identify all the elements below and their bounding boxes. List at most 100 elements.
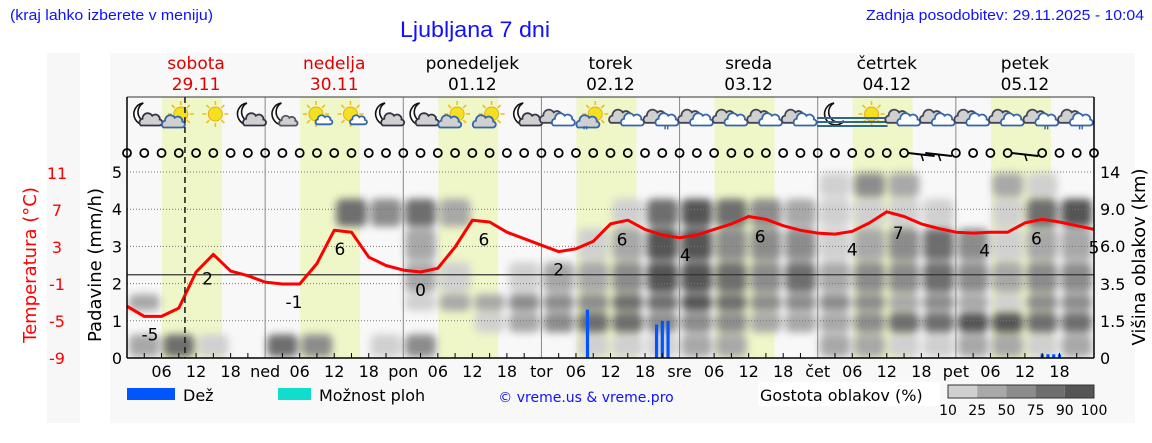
cloud-cell (923, 198, 954, 227)
cloud-cell (129, 294, 160, 311)
precipitation-bar (666, 320, 670, 358)
wind-barb-tick (937, 154, 942, 162)
x-day-label: sre (667, 362, 691, 381)
wind-calm-circle (381, 148, 391, 158)
cloud-cell (750, 312, 782, 333)
wind-calm-circle (864, 148, 875, 158)
temperature-tick: -9 (49, 349, 65, 368)
cloud-cell (405, 198, 436, 227)
temperature-tick: -1 (49, 275, 65, 294)
cloud-cell (474, 294, 505, 311)
copyright-link[interactable]: © vreme.us & vreme.pro (498, 390, 673, 406)
colorbar-cell (1006, 385, 1036, 398)
cloud-cell (716, 262, 747, 293)
colorbar-label: 25 (968, 403, 986, 419)
cloud-cell (854, 262, 885, 293)
wind-calm-circle (622, 148, 633, 158)
cloud-cell (508, 312, 540, 333)
cloud-cell (923, 262, 954, 293)
drizzle-mark: " (663, 124, 669, 138)
temperature-label: 6 (1031, 229, 1042, 249)
cloud-shape (349, 114, 368, 126)
wind-calm-circle (519, 148, 530, 158)
precipitation-axis-title: Padavine (mm/h) (85, 188, 106, 342)
wind-barb (925, 152, 952, 157)
x-day-label: ned (250, 362, 280, 381)
cloud-cell (923, 312, 954, 333)
temperature-label: -1 (285, 293, 302, 313)
wind-calm-circle (709, 148, 720, 158)
wind-calm-circle (312, 148, 322, 158)
x-tick-label: 18 (911, 362, 931, 381)
cloud-height-tick: 3.5 (1100, 275, 1125, 294)
day-name: sobota (167, 54, 225, 74)
cloud-cell (785, 262, 816, 293)
x-tick-label: 06 (980, 362, 1000, 381)
colorbar-label: 10 (939, 403, 957, 419)
wind-calm-circle (139, 148, 150, 158)
cloud-cell (612, 262, 644, 293)
cloud-cell (647, 198, 678, 227)
cloud-cell (785, 312, 816, 333)
x-day-label: tor (530, 362, 553, 381)
cloud-cell (577, 334, 609, 357)
x-tick-label: 06 (842, 362, 862, 381)
temperature-label: 4 (847, 240, 858, 260)
x-tick-label: 12 (877, 362, 897, 381)
cloudy-drizzle-icon: " (1022, 108, 1060, 138)
grid (127, 96, 1094, 358)
cloud-cell (612, 228, 644, 261)
temperature-label: 2 (553, 261, 564, 281)
precipitation-bar (660, 320, 664, 358)
temperature-label: 2 (202, 269, 213, 289)
location-hint[interactable]: (kraj lahko izberete v meniju) (10, 7, 213, 24)
cloud-shape (314, 114, 334, 126)
temperature-tick: 3 (52, 238, 62, 257)
cloud-cell (750, 262, 782, 293)
cloud-cell (1026, 228, 1058, 261)
precipitation-bar (1052, 354, 1056, 358)
cloud-cell (750, 228, 782, 261)
precipitation-bar (654, 324, 659, 358)
temperature-tick: 7 (52, 201, 62, 220)
x-day-label: čet (805, 362, 830, 381)
wind-calm-circle (467, 148, 478, 158)
wind-barb-tick (920, 154, 925, 162)
temperature-tick: 11 (47, 164, 67, 183)
cloud-cell (612, 312, 644, 333)
wind-calm-circle (847, 148, 858, 158)
colorbar-cell (948, 385, 978, 398)
colorbar-label: 100 (1081, 403, 1108, 419)
wind-calm-circle (1054, 148, 1065, 158)
cloud-cell (992, 262, 1023, 293)
x-tick-label: 12 (324, 362, 344, 381)
cloud-cell (888, 228, 920, 261)
cloud-height-tick: 6.0 (1100, 237, 1125, 256)
cloud-cell (957, 228, 989, 261)
x-tick-label: 18 (1049, 362, 1069, 381)
wind-calm-circle (242, 148, 253, 158)
wind-calm-circle (277, 148, 288, 158)
cloud-cell (819, 198, 851, 227)
cloud-cell (1061, 198, 1092, 227)
cloud-cell (992, 228, 1023, 261)
cloud-density-heatmap (129, 173, 1092, 357)
day-name: nedelja (303, 54, 365, 74)
temperature-label: 6 (755, 227, 766, 247)
daylight-band (300, 97, 361, 358)
page-title: Ljubljana 7 dni (400, 17, 550, 42)
drizzle-mark: " (582, 124, 588, 138)
cloud-cell (854, 228, 885, 261)
sun-cloud-drizzle-icon: " (575, 100, 610, 138)
cloud-cell (1061, 262, 1092, 293)
cloud-cell (888, 312, 920, 333)
temperature-label: 0 (415, 281, 426, 301)
wind-calm-circle (501, 148, 512, 158)
temperature-label: 4 (979, 242, 990, 262)
cloud-cell (992, 198, 1023, 227)
x-tick-label: 18 (497, 362, 517, 381)
x-tick-label: 12 (462, 362, 482, 381)
wind-calm-circle (225, 148, 236, 158)
wind-calm-circle (657, 148, 668, 158)
cloud-cell (681, 312, 713, 333)
